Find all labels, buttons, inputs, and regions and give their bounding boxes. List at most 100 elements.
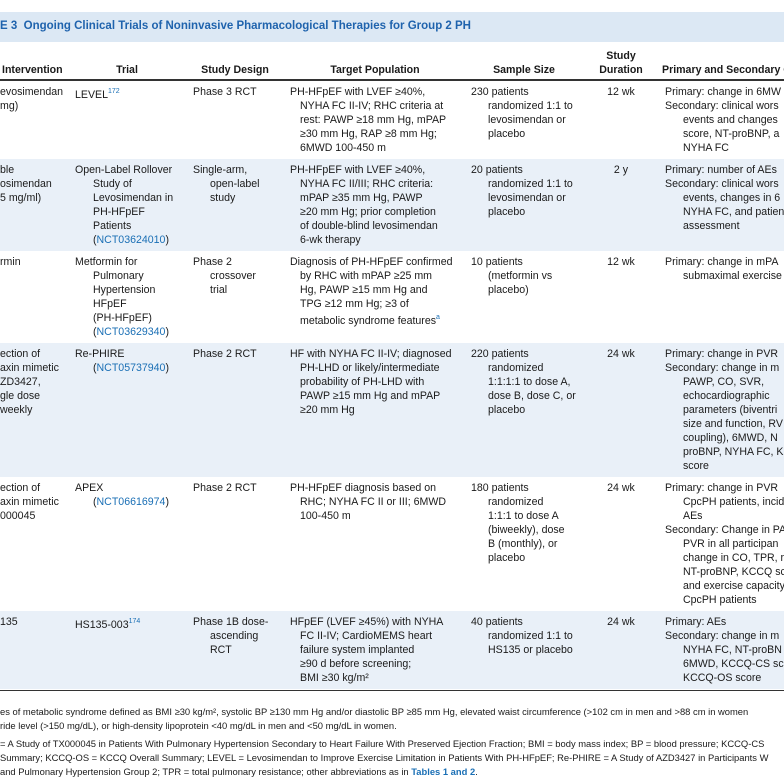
cell-line: ection of bbox=[0, 482, 41, 494]
cell-line: placebo bbox=[488, 206, 526, 218]
cell-line: Phase 1B dose- bbox=[193, 616, 269, 628]
cell-line: HFpEF bbox=[93, 298, 127, 310]
cell-line: AEs bbox=[683, 510, 703, 522]
cell-line: levosimendan or bbox=[488, 192, 566, 204]
cell-line: Pulmonary bbox=[93, 270, 144, 282]
cell-line: 12 wk bbox=[607, 86, 635, 98]
cell-line: CpcPH patients, incid bbox=[683, 496, 784, 508]
cell-line: levosimendan or bbox=[488, 114, 566, 126]
cell-line: placebo bbox=[488, 552, 526, 564]
cell-line: CpcPH patients bbox=[683, 594, 757, 606]
row-background bbox=[0, 611, 784, 689]
cell-line: submaximal exercise bbox=[683, 270, 782, 282]
cell-line: randomized bbox=[488, 362, 544, 374]
text: ) bbox=[165, 234, 169, 246]
cell-line: echocardiographic bbox=[683, 390, 770, 402]
cell-line: NYHA FC, NT-proBN bbox=[683, 644, 782, 656]
cell-line: Single-arm, bbox=[193, 164, 248, 176]
cell-line: Primary: number of AEs bbox=[665, 164, 777, 176]
column-header: Study Design bbox=[201, 64, 269, 76]
cell-line: PVR in all participan bbox=[683, 538, 779, 550]
cell-line: 220 patients bbox=[471, 348, 529, 360]
cell-line: PH-HFpEF bbox=[93, 206, 145, 218]
cell-line: HFpEF (LVEF ≥45%) with NYHA bbox=[290, 616, 444, 628]
cell-line: trial bbox=[210, 284, 228, 296]
cell-line: coupling), 6MWD, N bbox=[683, 432, 778, 444]
cell-line: PAWP ≥15 mm Hg and mPAP bbox=[300, 390, 441, 402]
cell-line: NYHA FC II-IV; RHC criteria at bbox=[300, 100, 444, 112]
row-background bbox=[0, 251, 784, 343]
cell-line: 5 mg/ml) bbox=[0, 192, 42, 204]
text: and Pulmonary Hypertension Group 2; TPR … bbox=[0, 766, 412, 777]
cell-line: Secondary: Change in PA bbox=[665, 524, 784, 536]
title-bar bbox=[0, 12, 784, 42]
footnote-line: and Pulmonary Hypertension Group 2; TPR … bbox=[0, 765, 478, 779]
cell-line: evosimendan bbox=[0, 86, 64, 98]
cell-line: 20 patients bbox=[471, 164, 523, 176]
cell-line: assessment bbox=[683, 220, 740, 232]
header-rule bbox=[0, 79, 784, 81]
column-header: Target Population bbox=[330, 64, 420, 76]
cell-line: score bbox=[683, 460, 709, 472]
text: ( bbox=[93, 496, 97, 508]
cell-line: dose B, dose C, or bbox=[488, 390, 576, 402]
cell-line: Phase 2 RCT bbox=[193, 482, 257, 494]
cell-line: Open-Label Rollover bbox=[75, 164, 173, 176]
link: NCT05737940 bbox=[96, 362, 166, 374]
cell-line: Phase 3 RCT bbox=[193, 86, 257, 98]
cell-line: proBNP, NYHA FC, K bbox=[683, 446, 784, 458]
cell-line: 1:1:1:1 to dose A, bbox=[488, 376, 571, 388]
cell-line: randomized 1:1 to bbox=[488, 100, 573, 112]
cell-line: randomized bbox=[488, 496, 544, 508]
text: ( bbox=[93, 362, 97, 374]
row-background bbox=[0, 159, 784, 251]
cell-line: (biweekly), dose bbox=[488, 524, 565, 536]
cell-line: change in CO, TPR, r bbox=[683, 552, 784, 564]
cell-line: Study of bbox=[93, 178, 132, 190]
cell-line: PH-HFpEF with LVEF ≥40%, bbox=[290, 86, 426, 98]
cell-line: 24 wk bbox=[607, 482, 635, 494]
cell-line: RHC; NYHA FC II or III; 6MWD bbox=[300, 496, 446, 508]
cell-line: Hg, PAWP ≥15 mm Hg and bbox=[300, 284, 428, 296]
superscript: a bbox=[436, 314, 440, 321]
cell-line: BMI ≥30 kg/m² bbox=[300, 672, 369, 684]
cell-line: 6MWD 100-450 m bbox=[300, 142, 386, 154]
cell-line: HF with NYHA FC II-IV; diagnosed bbox=[290, 348, 452, 360]
cell-line: 12 wk bbox=[607, 256, 635, 268]
cell-line: (NCT06616974) bbox=[93, 495, 169, 509]
cell-line: 6MWD, KCCQ-CS sco bbox=[683, 658, 784, 670]
cell-line: (NCT05737940) bbox=[93, 361, 169, 375]
text: . bbox=[475, 766, 478, 777]
cell-line: by RHC with mPAP ≥25 mm bbox=[300, 270, 432, 282]
cell-line: size and function, RV bbox=[683, 418, 783, 430]
text: ) bbox=[165, 362, 169, 374]
cell-line: failure system implanted bbox=[300, 644, 415, 656]
cell-line: 2 y bbox=[613, 164, 629, 176]
cell-line: and exercise capacity bbox=[683, 580, 784, 592]
cell-line: 10 patients bbox=[471, 256, 523, 268]
cell-line: Re-PHIRE bbox=[75, 348, 125, 360]
cell-line: Hypertension bbox=[93, 284, 156, 296]
cell-line: gle dose bbox=[0, 390, 41, 402]
column-header: Intervention bbox=[2, 64, 63, 76]
cell-line: ascending bbox=[210, 630, 259, 642]
cell-line: Secondary: clinical wors bbox=[665, 100, 779, 112]
cell-line: weekly bbox=[0, 404, 33, 416]
cell-line: Levosimendan in bbox=[93, 192, 174, 204]
row-background bbox=[0, 343, 784, 477]
cell-line: open-label bbox=[210, 178, 260, 190]
cell-line: HS135 or placebo bbox=[488, 644, 573, 656]
superscript: 172 bbox=[107, 88, 120, 95]
cell-line: B (monthly), or bbox=[488, 538, 558, 550]
text: ( bbox=[93, 326, 97, 338]
cell-line: NYHA FC II/III; RHC criteria: bbox=[300, 178, 434, 190]
cell-line: Patients bbox=[93, 220, 132, 232]
cell-line: (metformin vs bbox=[488, 270, 553, 282]
footnote-line: es of metabolic syndrome defined as BMI … bbox=[0, 706, 749, 717]
cell-line: HS135-003174 bbox=[75, 615, 140, 632]
cell-line: Secondary: clinical wors bbox=[665, 178, 779, 190]
cell-line: PH-LHD or likely/intermediate bbox=[300, 362, 440, 374]
cell-line: 135 bbox=[0, 616, 18, 628]
text: HS135-003 bbox=[75, 619, 129, 631]
text: metabolic syndrome features bbox=[300, 315, 437, 327]
